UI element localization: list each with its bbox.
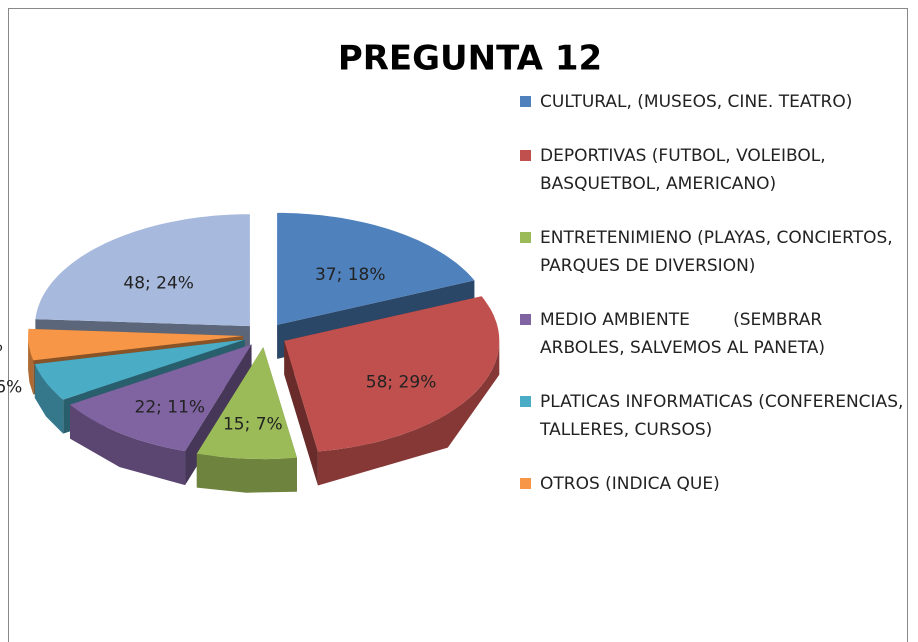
chart-frame <box>8 8 908 642</box>
data-label: 37; 18% <box>315 265 386 285</box>
legend-label: PLATICAS INFORMATICAS (CONFERENCIAS, TAL… <box>540 392 909 440</box>
slice <box>28 328 244 361</box>
slice <box>284 296 500 452</box>
slice-tops <box>28 212 500 460</box>
legend: CULTURAL, (MUSEOS, CINE. TEATRO) DEPORTIV… <box>520 88 912 524</box>
legend-entry: DEPORTIVAS (FUTBOL, VOLEIBOL, BASQUETBOL… <box>520 142 912 198</box>
legend-label: CULTURAL, (MUSEOS, CINE. TEATRO) <box>540 92 853 112</box>
slice-side <box>34 364 64 434</box>
data-label: 22; 11% <box>135 397 206 417</box>
slice <box>35 214 250 327</box>
data-label: 48; 24% <box>123 274 194 294</box>
legend-swatch <box>520 232 531 243</box>
legend-entry: MEDIO AMBIENTE (SEMBRAR ARBOLES, SALVEMO… <box>520 306 912 362</box>
legend-swatch <box>520 478 531 489</box>
legend-entry: CULTURAL, (MUSEOS, CINE. TEATRO) <box>520 88 912 116</box>
chart-title: PREGUNTA 12 <box>338 39 602 79</box>
slice-side <box>317 340 500 486</box>
slice <box>70 344 252 452</box>
legend-entry: OTROS (INDICA QUE) <box>520 470 912 498</box>
slice <box>34 339 245 400</box>
slice-side <box>70 404 186 486</box>
slice <box>196 347 297 460</box>
legend-entry: PLATICAS INFORMATICAS (CONFERENCIAS, TAL… <box>520 388 912 444</box>
legend-swatch <box>520 150 531 161</box>
legend-label: DEPORTIVAS (FUTBOL, VOLEIBOL, BASQUETBOL… <box>540 146 832 194</box>
slice-side <box>28 335 34 395</box>
legend-label: ENTRETENIMIENO (PLAYAS, CONCIERTOS, PARQ… <box>540 228 899 276</box>
slice <box>277 212 475 325</box>
legend-swatch <box>520 396 531 407</box>
slice-side <box>196 453 297 493</box>
data-label: 58; 29% <box>366 372 437 392</box>
legend-label: OTROS (INDICA QUE) <box>540 474 720 494</box>
legend-swatch <box>520 314 531 325</box>
data-label: 15; 7% <box>223 414 283 434</box>
data-label: 11; 6% <box>0 378 22 398</box>
legend-swatch <box>520 96 531 107</box>
data-label: 9; 5% <box>0 336 3 356</box>
legend-label: MEDIO AMBIENTE (SEMBRAR ARBOLES, SALVEMO… <box>540 310 828 358</box>
slice-side <box>284 340 318 486</box>
data-labels: 37; 18% 58; 29% 15; 7% 22; 11% 11; 6% 9; 5% 48… <box>0 265 436 434</box>
legend-entry: ENTRETENIMIENO (PLAYAS, CONCIERTOS, PARQ… <box>520 224 912 280</box>
